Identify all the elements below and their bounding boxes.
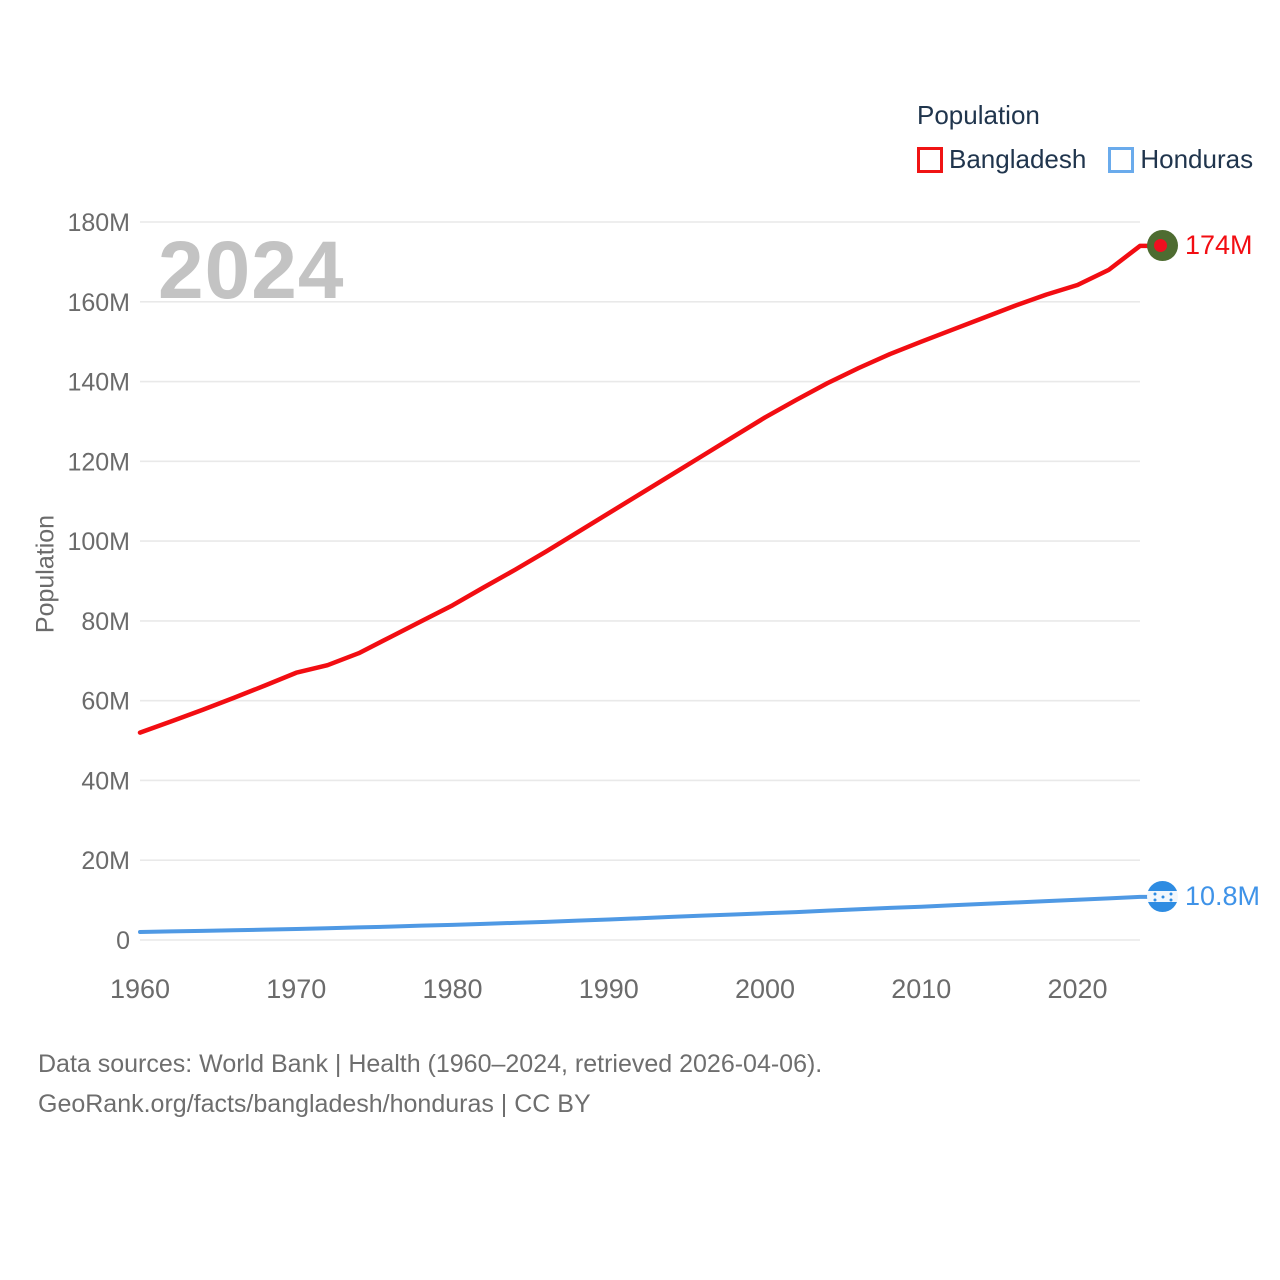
y-tick-label: 40M: [81, 767, 130, 795]
y-axis-tick-labels: 0 20M 40M 60M 80M 100M 120M 140M 160M 180M: [67, 209, 130, 955]
honduras-end-label: 10.8M: [1147, 879, 1260, 915]
bangladesh-end-label: 174M: [1147, 228, 1253, 264]
x-tick-label: 2020: [1047, 974, 1107, 1004]
y-axis-title: Population: [31, 514, 60, 634]
gridlines: [140, 221, 1140, 941]
y-tick-label: 20M: [81, 847, 130, 875]
y-tick-label: 100M: [67, 528, 130, 556]
chart-legend: Population Bangladesh Honduras: [917, 100, 1253, 175]
bangladesh-flag-dot: [1154, 239, 1168, 253]
legend-label-bangladesh: Bangladesh: [949, 144, 1087, 174]
footer-attribution: GeoRank.org/facts/bangladesh/honduras | …: [38, 1090, 591, 1118]
legend-items: Bangladesh Honduras: [917, 144, 1253, 175]
bangladesh-line: [137, 243, 1152, 735]
y-tick-label: 120M: [67, 448, 130, 476]
bangladesh-end-value: 174M: [1185, 230, 1253, 261]
x-tick-label: 1960: [110, 974, 170, 1004]
footer: Data sources: World Bank | Health (1960–…: [38, 1044, 822, 1124]
bangladesh-swatch-icon: [917, 146, 943, 173]
series-lines: [137, 243, 1152, 935]
y-tick-label: 160M: [67, 289, 130, 317]
x-tick-label: 1980: [422, 974, 482, 1004]
legend-title: Population: [917, 100, 1040, 130]
legend-item-bangladesh[interactable]: Bangladesh: [917, 144, 1086, 175]
honduras-swatch-icon: [1108, 146, 1135, 173]
x-tick-label: 1970: [266, 974, 326, 1004]
y-tick-label: 60M: [81, 688, 130, 716]
x-tick-label: 2000: [735, 974, 795, 1004]
honduras-line: [138, 894, 1151, 935]
x-tick-label: 1990: [579, 974, 639, 1004]
honduras-flag-icon: [1147, 881, 1178, 913]
year-watermark: 2024: [158, 225, 345, 316]
x-tick-label: 2010: [891, 974, 951, 1004]
bangladesh-flag-icon: [1147, 230, 1178, 262]
y-tick-label: 180M: [67, 209, 130, 237]
legend-label-honduras: Honduras: [1140, 144, 1254, 174]
y-tick-label: 140M: [67, 369, 130, 397]
y-tick-label: 80M: [81, 608, 130, 636]
y-tick-label: 0: [116, 927, 130, 955]
footer-data-sources: Data sources: World Bank | Health (1960–…: [38, 1050, 823, 1078]
honduras-flag-stars: [1161, 895, 1164, 899]
x-axis-tick-labels: 1960 1970 1980 1990 2000 2010 2020: [110, 974, 1108, 1004]
legend-item-honduras[interactable]: Honduras: [1108, 144, 1253, 175]
honduras-end-value: 10.8M: [1185, 881, 1261, 912]
